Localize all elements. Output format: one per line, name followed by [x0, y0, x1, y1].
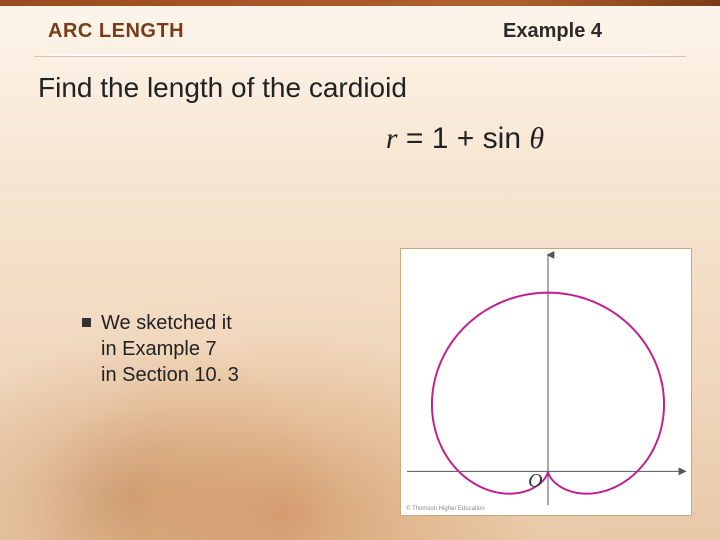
top-accent-bar — [0, 0, 720, 6]
example-label: Example 4 — [503, 20, 602, 43]
equation-mid: = 1 + sin — [398, 122, 530, 155]
bullet-line-3: in Section 10. 3 — [101, 362, 322, 388]
header-row: ARC LENGTH Example 4 — [48, 20, 672, 43]
bullet-block: We sketched it in Example 7 in Section 1… — [82, 310, 322, 388]
origin-label: O — [528, 470, 542, 492]
cardioid-figure: O © Thomson Higher Education — [400, 248, 692, 516]
bullet-line-2: in Example 7 — [101, 336, 322, 362]
bullet-text-1: We sketched it — [101, 312, 232, 334]
equation-row: r = 1 + sin θ — [0, 122, 720, 156]
topic-title: ARC LENGTH — [48, 20, 184, 43]
bullet-line-1: We sketched it — [82, 310, 322, 336]
cardioid-svg: O — [401, 249, 691, 515]
equation-theta: θ — [529, 122, 544, 155]
header-divider — [34, 54, 686, 56]
prompt-text: Find the length of the cardioid — [38, 72, 407, 104]
bullet-marker-icon — [82, 318, 91, 327]
figure-copyright: © Thomson Higher Education — [406, 506, 485, 512]
equation-lhs: r — [386, 122, 398, 155]
equation: r = 1 + sin θ — [386, 122, 544, 156]
